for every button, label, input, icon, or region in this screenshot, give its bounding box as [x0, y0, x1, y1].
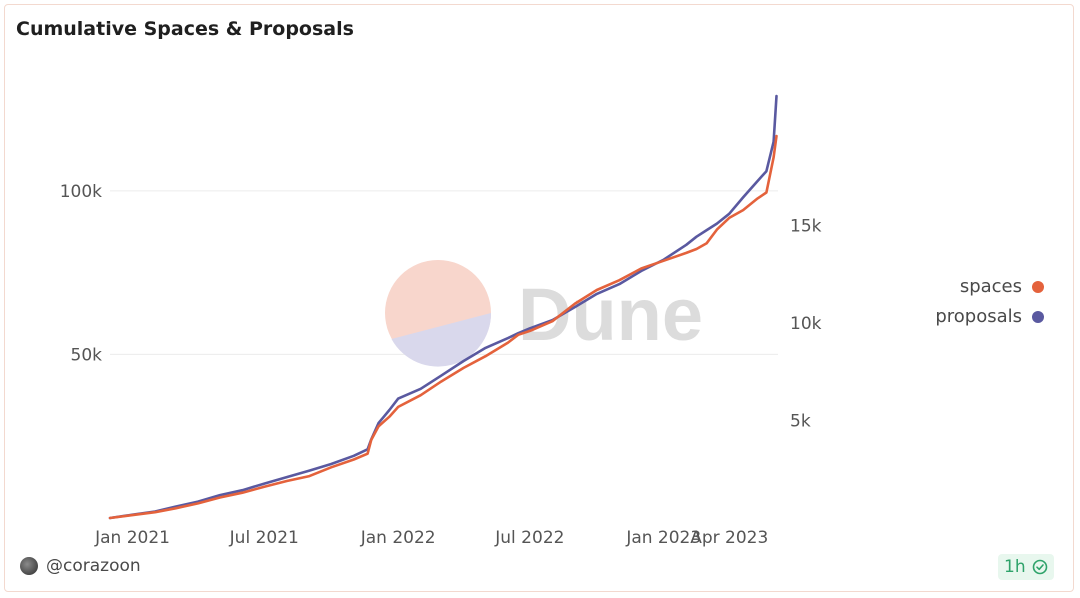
refresh-badge[interactable]: 1h — [998, 554, 1054, 580]
legend-label-proposals: proposals — [935, 306, 1022, 327]
watermark-circle-bottom — [391, 313, 492, 367]
check-circle-icon — [1032, 559, 1047, 575]
legend-label-spaces: spaces — [959, 276, 1022, 297]
y-right-tick-label: 10k — [790, 314, 822, 334]
chart-card — [4, 4, 1074, 592]
series — [108, 94, 778, 520]
y-left-tick-label: 50k — [71, 345, 103, 365]
legend-item-proposals[interactable]: proposals — [935, 302, 1044, 332]
y-right-tick-label: 5k — [790, 412, 811, 432]
x-tick-label: Jul 2021 — [229, 528, 299, 548]
x-tick-label: Jul 2022 — [494, 528, 564, 548]
series-line-proposals — [108, 94, 778, 520]
legend: spaces proposals — [935, 272, 1044, 332]
x-tick-label: Jan 2021 — [94, 528, 170, 548]
legend-dot-proposals — [1032, 311, 1044, 323]
y-right-tick-label: 15k — [790, 217, 822, 237]
x-tick-label: Jan 2023 — [625, 528, 701, 548]
legend-item-spaces[interactable]: spaces — [935, 272, 1044, 302]
avatar — [20, 557, 38, 575]
x-tick-label: Jan 2022 — [360, 528, 436, 548]
x-tick-label: Apr 2023 — [690, 528, 768, 548]
author-name: @corazoon — [46, 556, 141, 576]
axes: 50k 100k 5k 10k 15k Jan 2021 Jul 2021 Jan 2022 J… — [60, 182, 822, 548]
refresh-interval: 1h — [1004, 557, 1026, 577]
author-link[interactable]: @corazoon — [20, 556, 141, 576]
y-left-tick-label: 100k — [60, 182, 102, 202]
legend-dot-spaces — [1032, 281, 1044, 293]
series-line-spaces — [108, 134, 778, 520]
dune-watermark: Dune — [385, 260, 703, 367]
chart-title: Cumulative Spaces & Proposals — [16, 18, 354, 40]
